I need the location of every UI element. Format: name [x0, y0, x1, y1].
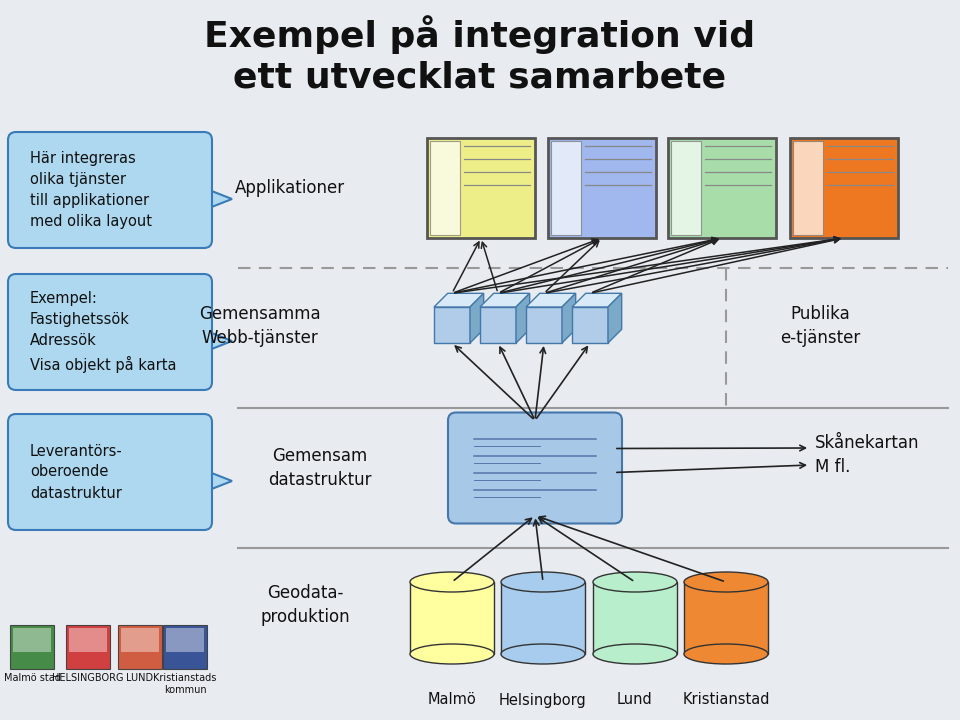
FancyBboxPatch shape: [8, 414, 212, 530]
Ellipse shape: [684, 644, 768, 664]
Text: Gemensamma
Webb-tjänster: Gemensamma Webb-tjänster: [199, 305, 321, 347]
Polygon shape: [562, 293, 576, 343]
Text: Exempel på integration vid
ett utvecklat samarbete: Exempel på integration vid ett utvecklat…: [204, 15, 756, 94]
Ellipse shape: [501, 572, 585, 592]
Polygon shape: [434, 307, 470, 343]
Bar: [69, 628, 107, 652]
Text: Applikationer: Applikationer: [235, 179, 345, 197]
Bar: [430, 141, 460, 235]
Text: Malmö: Malmö: [427, 693, 476, 708]
Polygon shape: [480, 293, 530, 307]
Bar: [15, 615, 245, 710]
Text: LUND: LUND: [127, 673, 154, 683]
Polygon shape: [572, 307, 608, 343]
Bar: [166, 628, 204, 652]
Polygon shape: [526, 307, 562, 343]
Bar: [671, 141, 701, 235]
FancyBboxPatch shape: [790, 138, 898, 238]
Bar: [551, 141, 581, 235]
Ellipse shape: [593, 644, 677, 664]
Polygon shape: [410, 582, 494, 654]
Text: Kristianstad: Kristianstad: [683, 693, 770, 708]
Text: Gemensam
datastruktur: Gemensam datastruktur: [268, 447, 372, 489]
FancyBboxPatch shape: [668, 138, 776, 238]
Bar: [10, 625, 54, 669]
Text: Geodata-
produktion: Geodata- produktion: [260, 584, 349, 626]
Polygon shape: [470, 293, 484, 343]
Text: Exempel:
Fastighetssök
Adressök
Visa objekt på karta: Exempel: Fastighetssök Adressök Visa obj…: [30, 292, 177, 372]
Bar: [793, 141, 824, 235]
Polygon shape: [516, 293, 530, 343]
Polygon shape: [204, 330, 232, 352]
Ellipse shape: [410, 572, 494, 592]
Bar: [66, 625, 110, 669]
Polygon shape: [501, 582, 585, 654]
Ellipse shape: [410, 644, 494, 664]
FancyBboxPatch shape: [448, 413, 622, 523]
Text: Publika
e-tjänster: Publika e-tjänster: [780, 305, 860, 347]
Polygon shape: [434, 293, 484, 307]
Bar: [121, 628, 159, 652]
Text: Skånekartan
M fl.: Skånekartan M fl.: [815, 433, 920, 477]
Bar: [13, 628, 51, 652]
Bar: [118, 625, 162, 669]
Text: Här integreras
olika tjänster
till applikationer
med olika layout: Här integreras olika tjänster till appli…: [30, 151, 152, 229]
Ellipse shape: [501, 644, 585, 664]
Ellipse shape: [684, 572, 768, 592]
Polygon shape: [593, 582, 677, 654]
Polygon shape: [608, 293, 622, 343]
Text: Helsingborg: Helsingborg: [499, 693, 587, 708]
Bar: [163, 625, 207, 669]
Polygon shape: [572, 293, 622, 307]
Polygon shape: [526, 293, 576, 307]
FancyBboxPatch shape: [8, 274, 212, 390]
Ellipse shape: [593, 572, 677, 592]
Polygon shape: [204, 470, 232, 492]
Polygon shape: [204, 188, 232, 210]
Text: Kristianstads
kommun: Kristianstads kommun: [154, 673, 217, 695]
Polygon shape: [480, 307, 516, 343]
Text: HELSINGBORG: HELSINGBORG: [52, 673, 124, 683]
Polygon shape: [684, 582, 768, 654]
FancyBboxPatch shape: [427, 138, 535, 238]
Text: Leverantörs-
oberoende
datastruktur: Leverantörs- oberoende datastruktur: [30, 444, 123, 500]
FancyBboxPatch shape: [548, 138, 656, 238]
FancyBboxPatch shape: [8, 132, 212, 248]
Text: Malmö stad: Malmö stad: [4, 673, 60, 683]
Text: Lund: Lund: [617, 693, 653, 708]
